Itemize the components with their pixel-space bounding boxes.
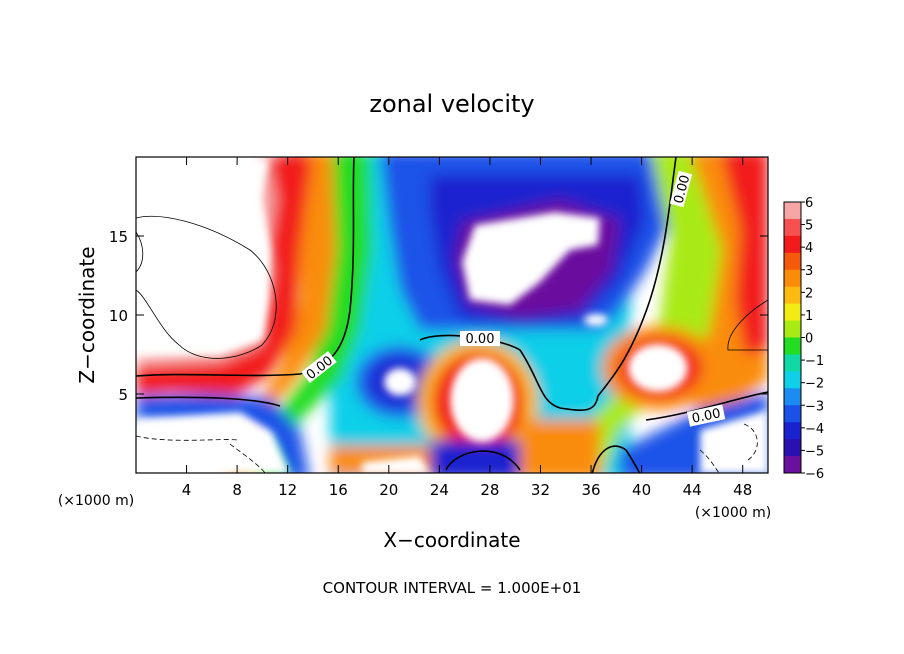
colorbar-segment [784,439,801,457]
y-tick-label: 15 [109,228,128,246]
colorbar-label: −1 [805,354,824,369]
y-tick-label: 10 [109,307,128,325]
contour-label-center: 0.00 [466,332,495,347]
colorbar-label: 0 [805,332,813,347]
colorbar-label: −2 [805,377,824,392]
chart-title: zonal velocity [369,90,534,118]
x-tick-label: 8 [232,481,242,499]
y-axis-label: Z−coordinate [75,246,99,383]
colorbar-segment [784,456,801,474]
contour-label-bottom-right: 0.00 [691,406,722,427]
colorbar-segment [784,218,801,237]
x-tick-label: 4 [182,481,192,499]
x-tick-label: 12 [278,481,297,499]
colorbar-segment [784,202,801,220]
colorbar-segment [784,286,801,305]
colorbar-label: 2 [805,286,813,301]
x-axis-label: X−coordinate [383,528,520,552]
x-tick-label: 28 [480,481,499,499]
colorbar-label: 3 [805,264,813,279]
x-tick-label: 36 [581,481,600,499]
colorbar-segment [784,388,801,406]
x-tick-label: 44 [683,481,702,499]
colorbar-segment [784,269,801,288]
colorbar-label: 1 [805,309,813,324]
colorbar-segment [784,337,801,355]
colorbar-segment [784,371,801,389]
colorbar-segment [784,422,801,440]
colorbar-label: −3 [805,399,824,414]
x-ticks: 4 8 12 16 20 24 28 32 36 40 44 48 [182,157,752,499]
colorbar-segment [784,303,801,322]
x-tick-label: 32 [531,481,550,499]
colorbar-segment [784,354,801,372]
x-tick-label: 40 [632,481,651,499]
colorbar-segment [784,320,801,338]
y-axis-unit: (×1000 m) [58,493,134,509]
colorbar-label: −5 [805,444,824,459]
colorbar-segment [784,252,801,271]
colorbar-label: 6 [805,196,813,211]
x-tick-label: 16 [329,481,348,499]
y-ticks: 5 10 15 [109,228,768,404]
x-tick-label: 48 [733,481,752,499]
velocity-field: 0.00 0.00 0.00 0.00 [136,157,768,473]
colorbar-label: −4 [805,422,824,437]
y-tick-label: 5 [118,386,128,404]
colorbar-label: 5 [805,219,813,234]
colorbar: 6 5 4 3 2 1 0 −1 −2 −3 −4 −5 −6 [783,196,824,482]
colorbar-segment [784,235,801,254]
contour-label-top-right: 0.00 [671,173,693,205]
x-tick-label: 24 [430,481,449,499]
colorbar-label: 4 [805,241,813,256]
colorbar-segment [784,405,801,423]
x-tick-label: 20 [379,481,398,499]
contour-interval-text: CONTOUR INTERVAL = 1.000E+01 [323,579,582,597]
x-axis-unit: (×1000 m) [695,505,771,521]
colorbar-label: −6 [805,467,824,482]
